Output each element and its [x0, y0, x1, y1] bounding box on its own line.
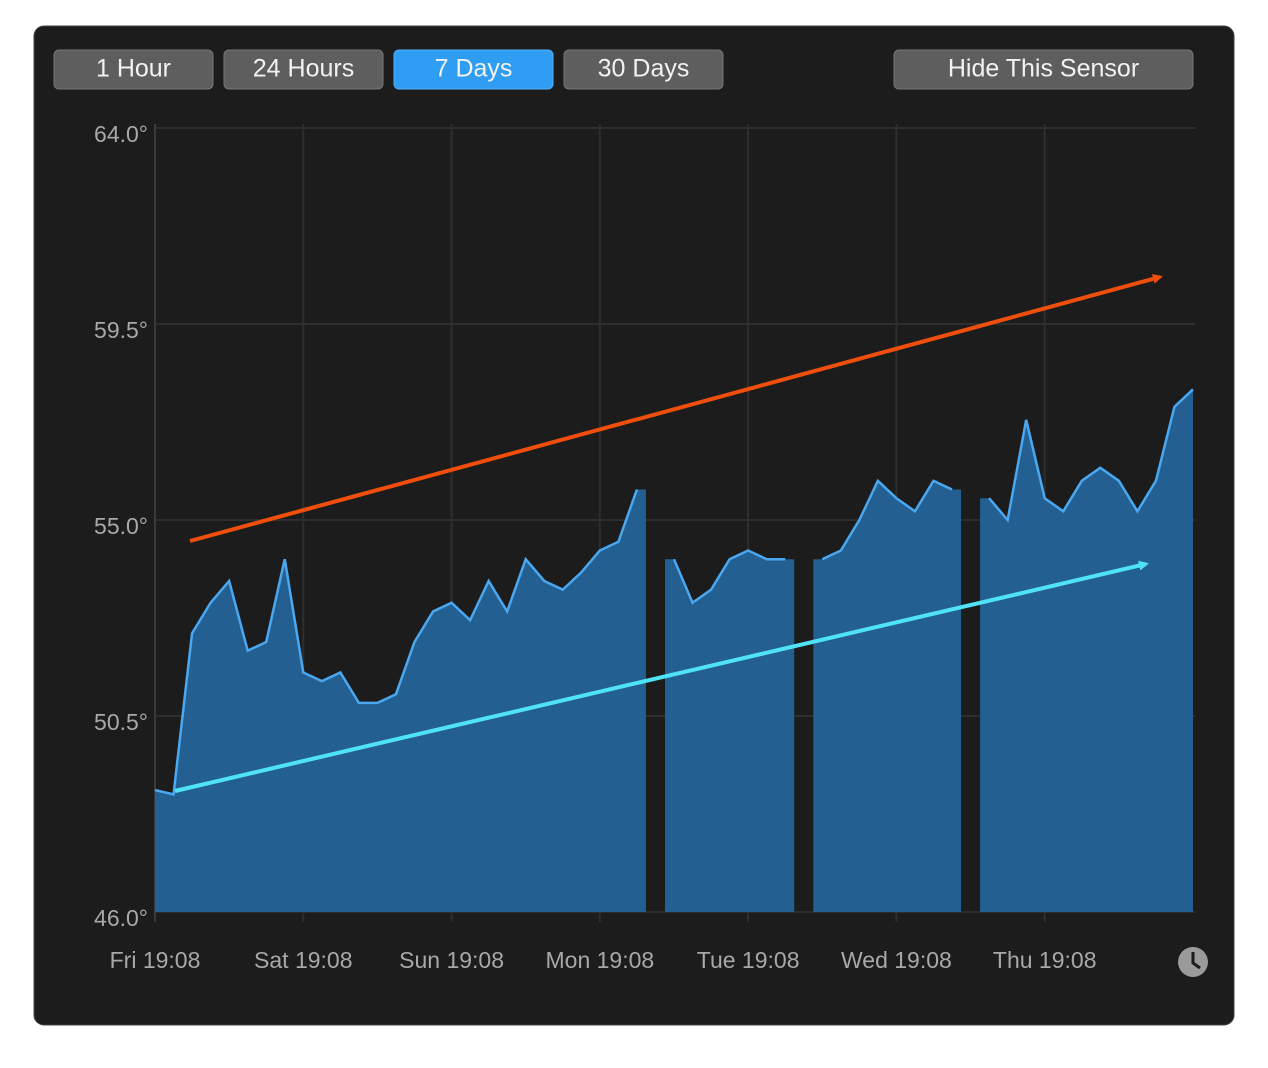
- x-tick-label: Wed 19:08: [841, 947, 952, 973]
- x-tick-label: Fri 19:08: [110, 947, 201, 973]
- trend-arrow-lower: [174, 560, 1149, 793]
- range-button[interactable]: [893, 49, 1194, 90]
- button-label[interactable]: 24 Hours: [253, 55, 354, 83]
- y-tick-label: 46.0°: [94, 905, 148, 931]
- range-button[interactable]: [223, 49, 384, 90]
- x-tick-label: Thu 19:08: [993, 947, 1097, 973]
- y-tick-label: 55.0°: [94, 513, 148, 539]
- area: [813, 480, 962, 912]
- button-label[interactable]: Hide This Sensor: [948, 55, 1139, 83]
- trend-arrow-upper: [189, 274, 1163, 543]
- range-button[interactable]: [53, 49, 214, 90]
- y-tick-label: 59.5°: [94, 317, 148, 343]
- x-tick-label: Sat 19:08: [254, 947, 352, 973]
- area: [665, 550, 795, 912]
- button-label[interactable]: 1 Hour: [96, 55, 171, 83]
- y-tick-label: 64.0°: [94, 121, 148, 147]
- line: [672, 549, 786, 605]
- clock-icon[interactable]: [1178, 947, 1208, 977]
- line: [154, 489, 639, 796]
- line: [821, 478, 953, 561]
- range-buttons: 1 Hour 24 Hours 7 Days 30 Days Hide This Sen…: [53, 49, 1194, 90]
- range-button[interactable]: [563, 49, 724, 90]
- x-tick-label: Mon 19:08: [546, 947, 655, 973]
- line: [988, 388, 1194, 523]
- x-tick-label: Sun 19:08: [399, 947, 504, 973]
- y-tick-label: 50.5°: [94, 709, 148, 735]
- button-label[interactable]: 7 Days: [435, 55, 513, 83]
- plot: 46.0° 50.5° 55.0° 59.5° 64.0° Fri 19:08 Sat 19…: [94, 121, 1195, 973]
- button-label[interactable]: 30 Days: [598, 55, 690, 83]
- x-tick-label: Tue 19:08: [697, 947, 800, 973]
- range-button[interactable]: [393, 49, 554, 90]
- area: [980, 389, 1193, 912]
